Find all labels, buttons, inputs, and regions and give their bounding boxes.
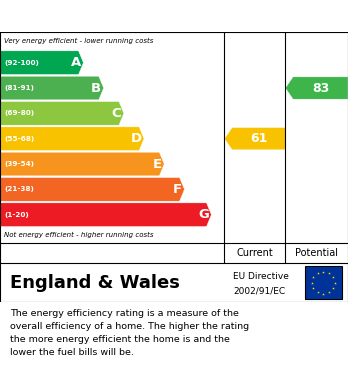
Text: (55-68): (55-68) — [4, 136, 34, 142]
Polygon shape — [0, 178, 184, 201]
Text: EU Directive: EU Directive — [233, 272, 289, 282]
Polygon shape — [0, 127, 144, 151]
Text: D: D — [130, 132, 142, 145]
Text: C: C — [112, 107, 121, 120]
FancyBboxPatch shape — [304, 266, 342, 299]
Text: (92-100): (92-100) — [4, 60, 39, 66]
Text: G: G — [198, 208, 209, 221]
Text: B: B — [91, 81, 101, 95]
Text: (1-20): (1-20) — [4, 212, 29, 218]
Text: A: A — [71, 56, 81, 69]
Text: E: E — [153, 158, 162, 170]
Text: (21-38): (21-38) — [4, 187, 34, 192]
Text: Not energy efficient - higher running costs: Not energy efficient - higher running co… — [4, 232, 154, 239]
Text: Potential: Potential — [295, 248, 338, 258]
Text: 61: 61 — [251, 132, 268, 145]
Text: (81-91): (81-91) — [4, 85, 34, 91]
Polygon shape — [0, 152, 164, 176]
Polygon shape — [224, 127, 285, 150]
Text: England & Wales: England & Wales — [10, 274, 180, 292]
Polygon shape — [0, 76, 104, 100]
Text: The energy efficiency rating is a measure of the
overall efficiency of a home. T: The energy efficiency rating is a measur… — [10, 309, 250, 357]
Text: 83: 83 — [312, 81, 330, 95]
Text: 2002/91/EC: 2002/91/EC — [233, 287, 285, 296]
Text: F: F — [173, 183, 182, 196]
Text: Very energy efficient - lower running costs: Very energy efficient - lower running co… — [4, 38, 153, 44]
Text: (39-54): (39-54) — [4, 161, 34, 167]
Text: (69-80): (69-80) — [4, 110, 34, 117]
Polygon shape — [0, 51, 84, 75]
Polygon shape — [0, 102, 124, 125]
Polygon shape — [285, 77, 348, 99]
Text: Energy Efficiency Rating: Energy Efficiency Rating — [10, 9, 221, 23]
Polygon shape — [0, 203, 211, 226]
Text: Current: Current — [237, 248, 273, 258]
